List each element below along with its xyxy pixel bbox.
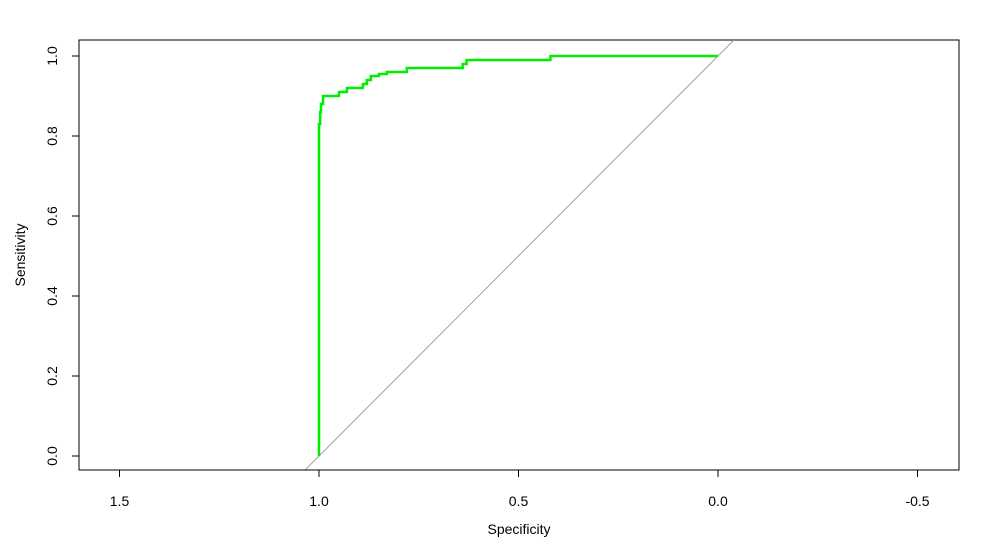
x-tick-label: 1.0 [309, 493, 329, 509]
y-tick-label: 1.0 [44, 46, 60, 66]
y-tick-label: 0.6 [44, 206, 60, 226]
reference-diagonal-line [304, 40, 735, 470]
x-tick-label: 1.5 [110, 493, 130, 509]
x-tick-label: 0.5 [509, 493, 529, 509]
y-tick-label: 0.2 [44, 366, 60, 386]
x-axis-label: Specificity [487, 521, 550, 537]
y-tick-label: 0.0 [44, 446, 60, 466]
x-axis: 1.5 1.0 0.5 0.0 -0.5 [110, 469, 930, 509]
y-tick-label: 0.8 [44, 126, 60, 146]
y-axis: 0.0 0.2 0.4 0.6 0.8 1.0 [44, 46, 80, 466]
y-tick-label: 0.4 [44, 286, 60, 306]
x-tick-label: 0.0 [708, 493, 728, 509]
y-axis-label: Sensitivity [12, 223, 28, 286]
roc-curve-line [317, 54, 718, 456]
x-tick-label: -0.5 [905, 493, 929, 509]
